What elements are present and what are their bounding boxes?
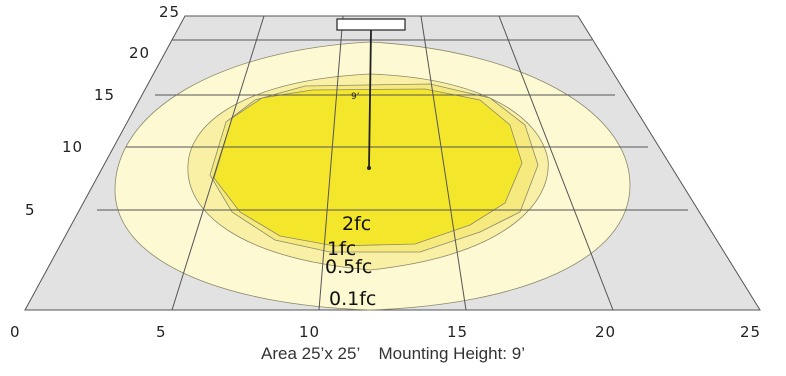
y-tick-25: 25 bbox=[159, 3, 180, 21]
contour-label-0.1fc: 0.1fc bbox=[329, 288, 376, 310]
grid-horizontal-lines bbox=[97, 39, 688, 211]
y-tick-20: 20 bbox=[129, 44, 150, 62]
contour-label-0.5fc: 0.5fc bbox=[325, 256, 372, 278]
contour-label-2fc: 2fc bbox=[342, 213, 371, 235]
fixture-pole bbox=[368, 29, 372, 169]
x-tick-15: 15 bbox=[447, 323, 468, 341]
x-tick-20: 20 bbox=[595, 323, 616, 341]
y-tick-5: 5 bbox=[25, 201, 36, 219]
x-tick-5: 5 bbox=[156, 323, 167, 341]
y-tick-10: 10 bbox=[62, 138, 83, 156]
x-tick-0: 0 bbox=[10, 323, 21, 341]
x-tick-25: 25 bbox=[740, 323, 761, 341]
diagram-caption: Area 25’x 25’ Mounting Height: 9’ bbox=[261, 344, 525, 363]
y-tick-15: 15 bbox=[94, 86, 115, 104]
mounting-height-label: 9’ bbox=[351, 92, 360, 102]
x-axis-ticks: 0 5 10 15 20 25 bbox=[10, 323, 761, 341]
fixture-icon bbox=[336, 18, 406, 31]
x-tick-10: 10 bbox=[299, 323, 320, 341]
y-axis-ticks: 5 10 15 20 25 bbox=[25, 3, 180, 219]
grid-vertical-lines bbox=[171, 15, 614, 311]
contour-label-1fc: 1fc bbox=[327, 238, 356, 260]
fixture-aim-point bbox=[367, 166, 371, 170]
